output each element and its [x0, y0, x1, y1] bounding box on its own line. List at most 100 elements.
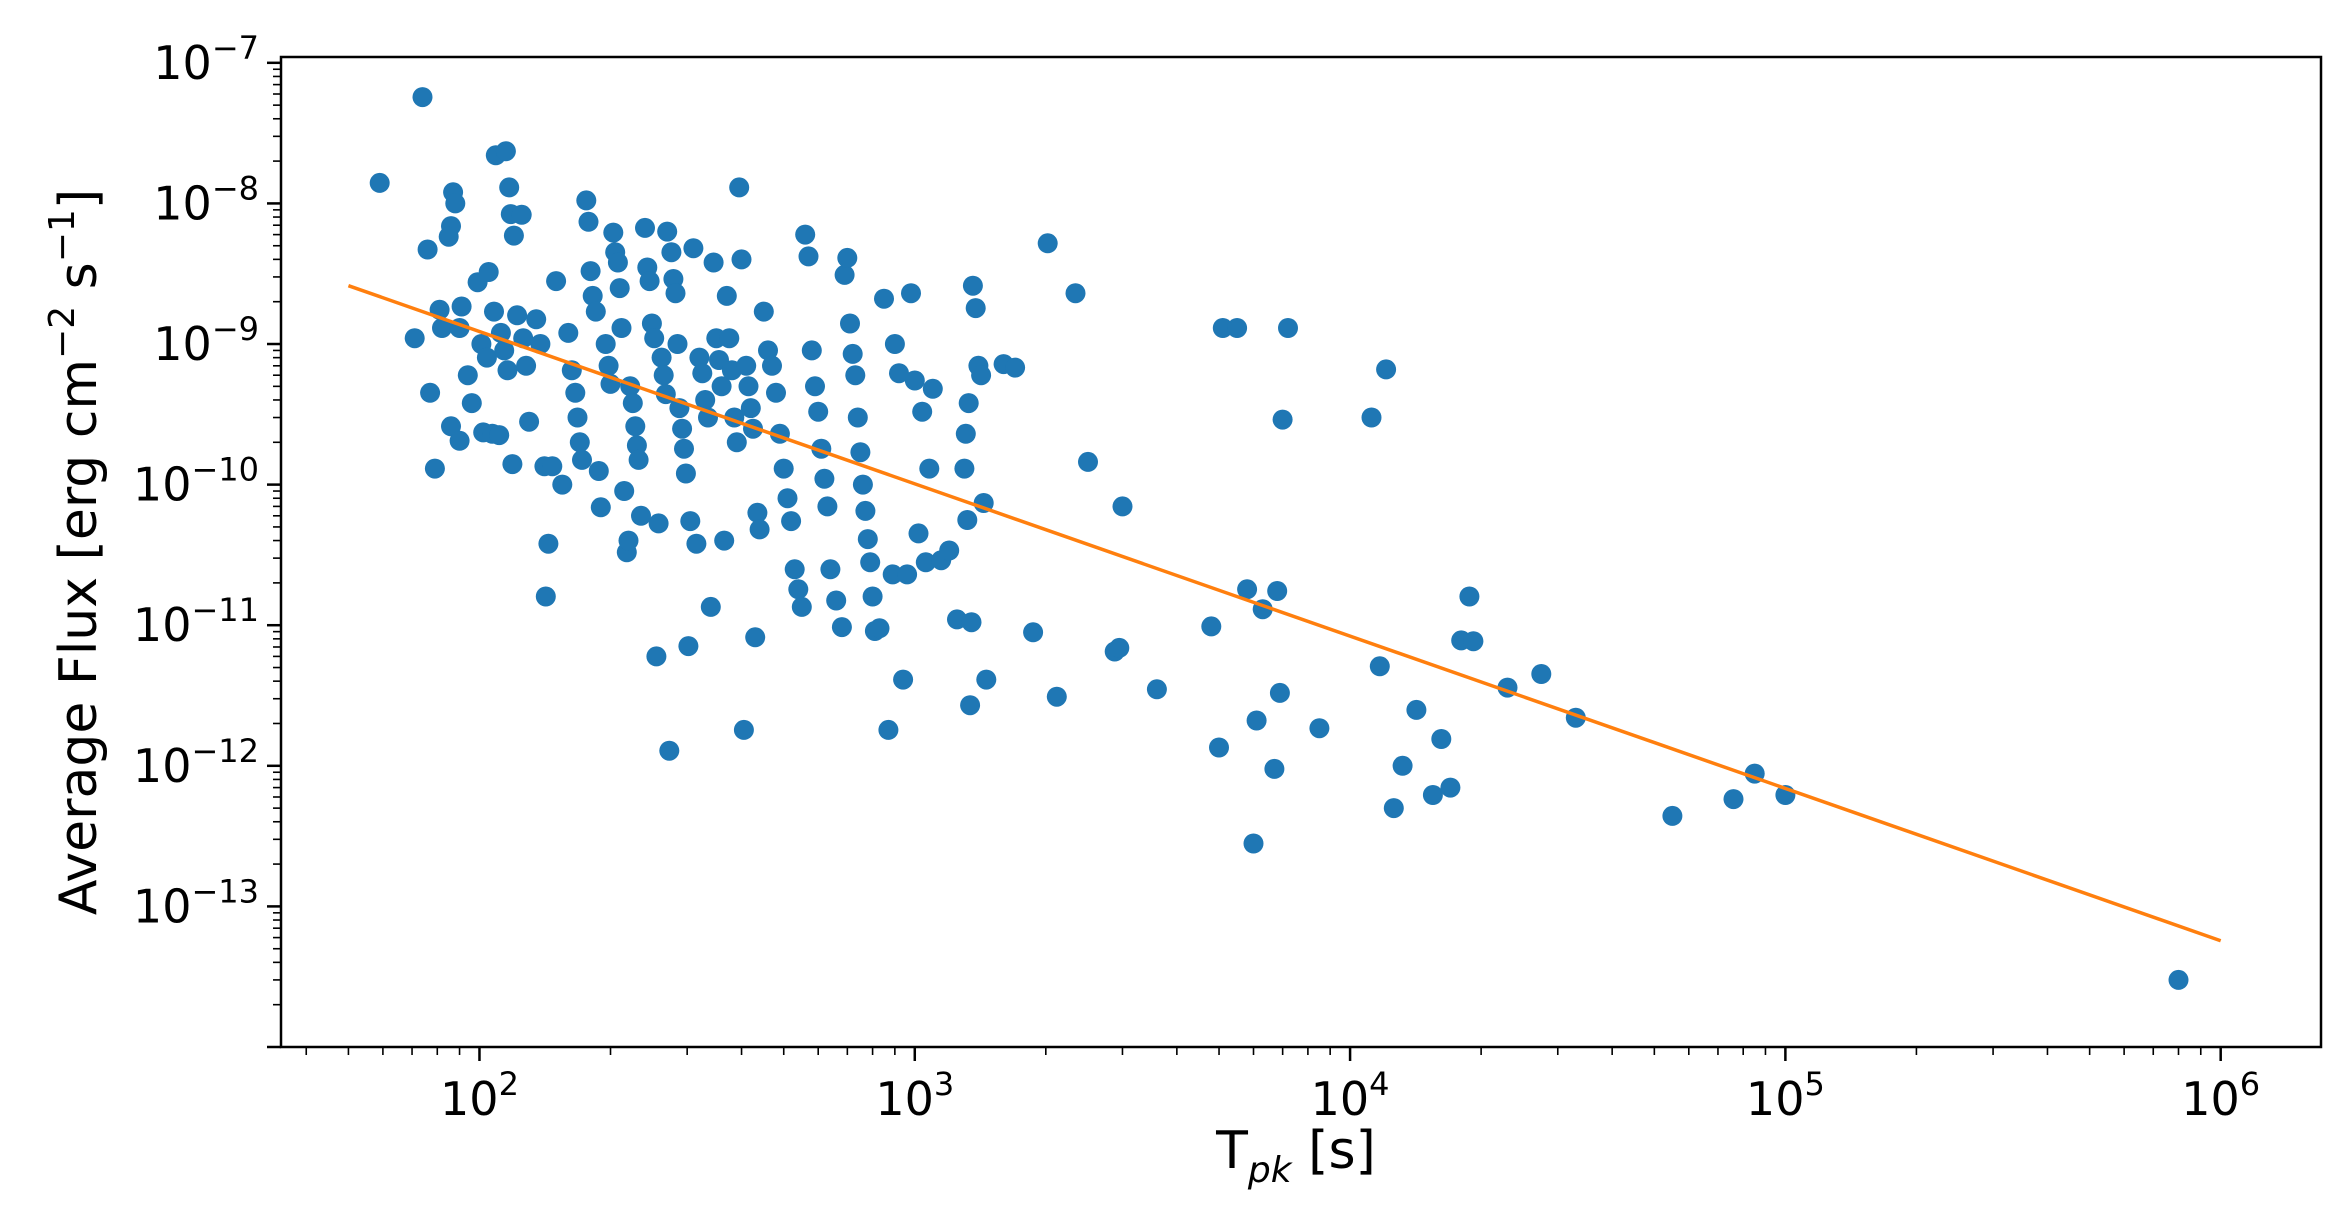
data-point-38 — [516, 355, 537, 376]
data-point-106 — [700, 596, 721, 617]
data-point-136 — [788, 579, 809, 600]
data-point-200 — [1109, 637, 1130, 658]
data-point-171 — [904, 370, 925, 391]
data-point-116 — [726, 432, 747, 453]
data-point-228 — [1463, 631, 1484, 652]
x-tick-label-2: 104 — [1311, 1065, 1390, 1126]
data-point-182 — [960, 695, 981, 716]
plot-marks — [369, 87, 2189, 990]
data-point-222 — [1406, 699, 1427, 720]
data-point-29 — [511, 204, 532, 225]
data-point-11 — [432, 318, 452, 338]
data-point-82 — [644, 328, 665, 349]
data-point-130 — [766, 382, 786, 403]
data-point-227 — [1459, 586, 1480, 607]
data-point-193 — [1005, 357, 1026, 378]
data-point-145 — [817, 496, 838, 517]
x-tick-label-1: 103 — [875, 1065, 954, 1126]
data-point-92 — [665, 283, 686, 304]
data-point-139 — [798, 246, 819, 267]
data-point-220 — [1383, 798, 1404, 819]
data-point-176 — [922, 378, 943, 399]
data-point-118 — [731, 249, 752, 270]
data-point-84 — [648, 513, 669, 534]
data-point-71 — [618, 530, 639, 551]
data-point-1 — [369, 172, 390, 193]
data-point-204 — [1209, 737, 1229, 758]
y-tick-label-0: 10−13 — [133, 872, 259, 933]
data-point-7 — [445, 193, 466, 214]
data-point-125 — [747, 502, 768, 523]
y-tick-label-6: 10−7 — [153, 29, 259, 90]
data-point-225 — [1440, 777, 1461, 798]
data-point-117 — [729, 177, 750, 198]
data-point-173 — [912, 401, 933, 422]
data-point-120 — [736, 355, 757, 376]
data-point-78 — [635, 217, 655, 238]
data-point-196 — [1046, 686, 1067, 707]
data-point-41 — [530, 334, 551, 354]
data-point-168 — [893, 669, 914, 690]
data-point-96 — [674, 438, 694, 459]
data-point-215 — [1278, 318, 1298, 338]
data-point-69 — [614, 481, 635, 501]
data-point-67 — [609, 278, 630, 299]
data-point-180 — [954, 458, 975, 479]
data-point-236 — [2168, 969, 2189, 990]
data-point-47 — [552, 474, 573, 495]
data-point-128 — [758, 340, 778, 361]
data-point-121 — [738, 376, 759, 397]
data-point-197 — [1065, 283, 1086, 304]
data-point-86 — [653, 365, 674, 386]
data-point-124 — [745, 627, 766, 648]
data-point-166 — [884, 334, 905, 354]
data-point-178 — [939, 540, 960, 561]
x-axis: 102 103 104 105 106 — [305, 1047, 2260, 1126]
data-point-48 — [558, 322, 579, 343]
data-point-172 — [908, 523, 929, 544]
data-point-13 — [449, 430, 470, 451]
data-point-158 — [857, 529, 878, 550]
data-point-62 — [598, 355, 619, 376]
x-axis-label: Tpk [s] — [1215, 1121, 1376, 1191]
data-point-103 — [692, 363, 713, 384]
y-tick-label-5: 10−8 — [153, 169, 259, 230]
data-point-12 — [441, 416, 461, 437]
data-point-224 — [1431, 729, 1452, 749]
data-point-157 — [855, 500, 876, 521]
data-point-88 — [657, 221, 678, 242]
data-point-4 — [420, 382, 441, 403]
data-point-175 — [919, 458, 940, 479]
data-point-0 — [412, 87, 433, 108]
data-point-17 — [461, 393, 482, 414]
data-point-149 — [834, 264, 855, 285]
data-point-167 — [889, 363, 909, 384]
data-point-214 — [1272, 409, 1293, 430]
data-point-119 — [733, 719, 754, 740]
data-point-27 — [502, 454, 523, 475]
y-tick-label-3: 10−10 — [133, 451, 259, 512]
data-point-126 — [749, 519, 770, 540]
y-tick-label-4: 10−9 — [153, 310, 259, 371]
data-point-104 — [695, 390, 716, 410]
data-point-205 — [1212, 318, 1233, 338]
data-point-164 — [878, 719, 899, 740]
data-point-194 — [1023, 622, 1044, 643]
data-point-39 — [519, 411, 540, 432]
data-point-209 — [1246, 710, 1267, 731]
data-point-89 — [659, 740, 680, 761]
data-point-188 — [976, 669, 997, 690]
data-point-191 — [955, 423, 976, 444]
data-point-165 — [882, 564, 903, 585]
data-point-43 — [535, 586, 556, 607]
data-point-53 — [572, 449, 592, 470]
data-point-98 — [678, 636, 699, 657]
data-point-44 — [538, 533, 559, 554]
data-point-150 — [837, 247, 858, 268]
x-tick-label-0: 102 — [440, 1065, 519, 1126]
y-tick-label-2: 10−11 — [133, 591, 259, 652]
data-point-2 — [417, 239, 438, 260]
data-point-170 — [901, 283, 921, 304]
data-point-100 — [683, 238, 704, 259]
